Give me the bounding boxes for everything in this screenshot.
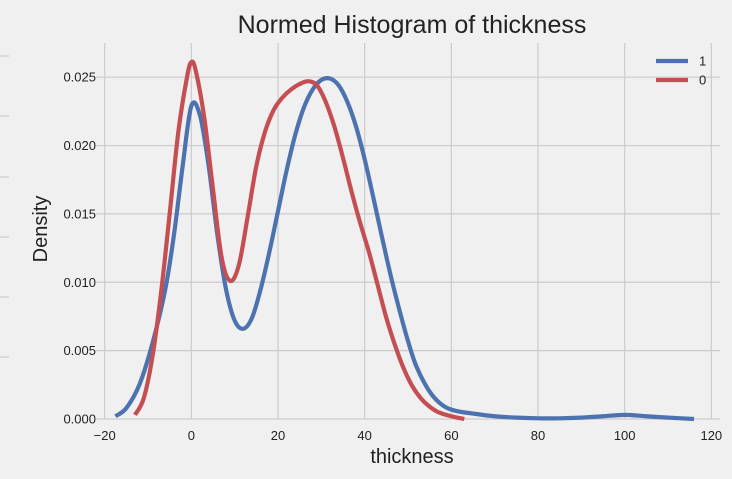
chart-title: Normed Histogram of thickness xyxy=(238,11,587,39)
x-axis-ticks: −20 0 20 40 60 80 100 120 xyxy=(94,428,723,443)
adjacent-plot-edge xyxy=(0,55,9,358)
x-tick-label: 40 xyxy=(357,428,371,443)
x-tick-label: 100 xyxy=(614,428,636,443)
series-line-0 xyxy=(133,59,465,422)
x-tick-label: 80 xyxy=(531,428,545,443)
legend-label-1: 1 xyxy=(699,54,706,69)
series-layer xyxy=(114,59,695,422)
x-tick-label: 60 xyxy=(444,428,458,443)
y-axis-label: Density xyxy=(30,196,52,263)
x-tick-label: −20 xyxy=(94,428,116,443)
grid xyxy=(96,43,720,420)
x-tick-label: 120 xyxy=(700,428,722,443)
y-tick-label: 0.000 xyxy=(63,412,96,427)
x-tick-label: 20 xyxy=(271,428,285,443)
x-tick-label: 0 xyxy=(188,428,195,443)
y-tick-label: 0.010 xyxy=(63,275,96,290)
legend: 10 xyxy=(656,54,706,88)
y-tick-label: 0.025 xyxy=(63,70,96,85)
y-tick-label: 0.015 xyxy=(63,206,96,221)
y-tick-label: 0.020 xyxy=(63,138,96,153)
legend-label-0: 0 xyxy=(699,73,706,88)
y-tick-label: 0.005 xyxy=(63,343,96,358)
y-axis-ticks: 0.000 0.005 0.010 0.015 0.020 0.025 xyxy=(63,70,96,427)
series-line-1 xyxy=(114,76,695,422)
x-axis-label: thickness xyxy=(370,446,453,468)
